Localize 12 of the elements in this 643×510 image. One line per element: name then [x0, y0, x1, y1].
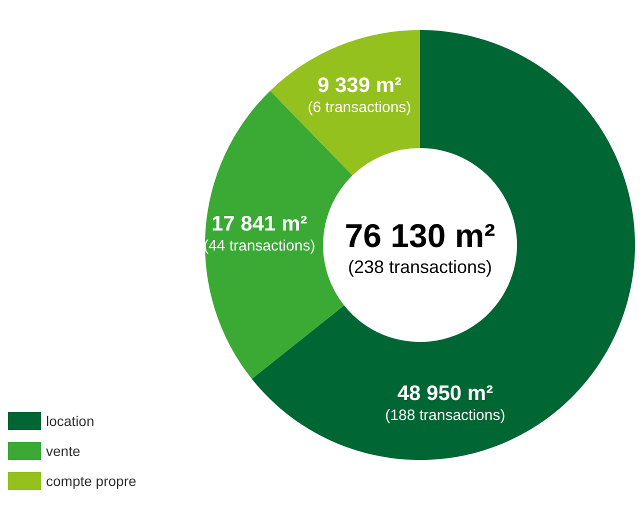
text: (44 transactions): [203, 238, 316, 255]
donut-slice: [270, 30, 420, 176]
text: (188 transactions): [385, 407, 506, 424]
data-label: 17 841 m²: [211, 212, 308, 236]
data-label: 9 339 m²: [317, 74, 402, 97]
text: (6 transactions): [308, 98, 412, 116]
legend-label: compte propre: [46, 473, 136, 489]
legend-label: location: [46, 413, 94, 429]
text: (238 transactions): [348, 257, 492, 277]
text: 76 130 m²: [344, 217, 496, 254]
legend-label: vente: [46, 443, 80, 459]
data-label: 48 950 m²: [397, 382, 494, 406]
